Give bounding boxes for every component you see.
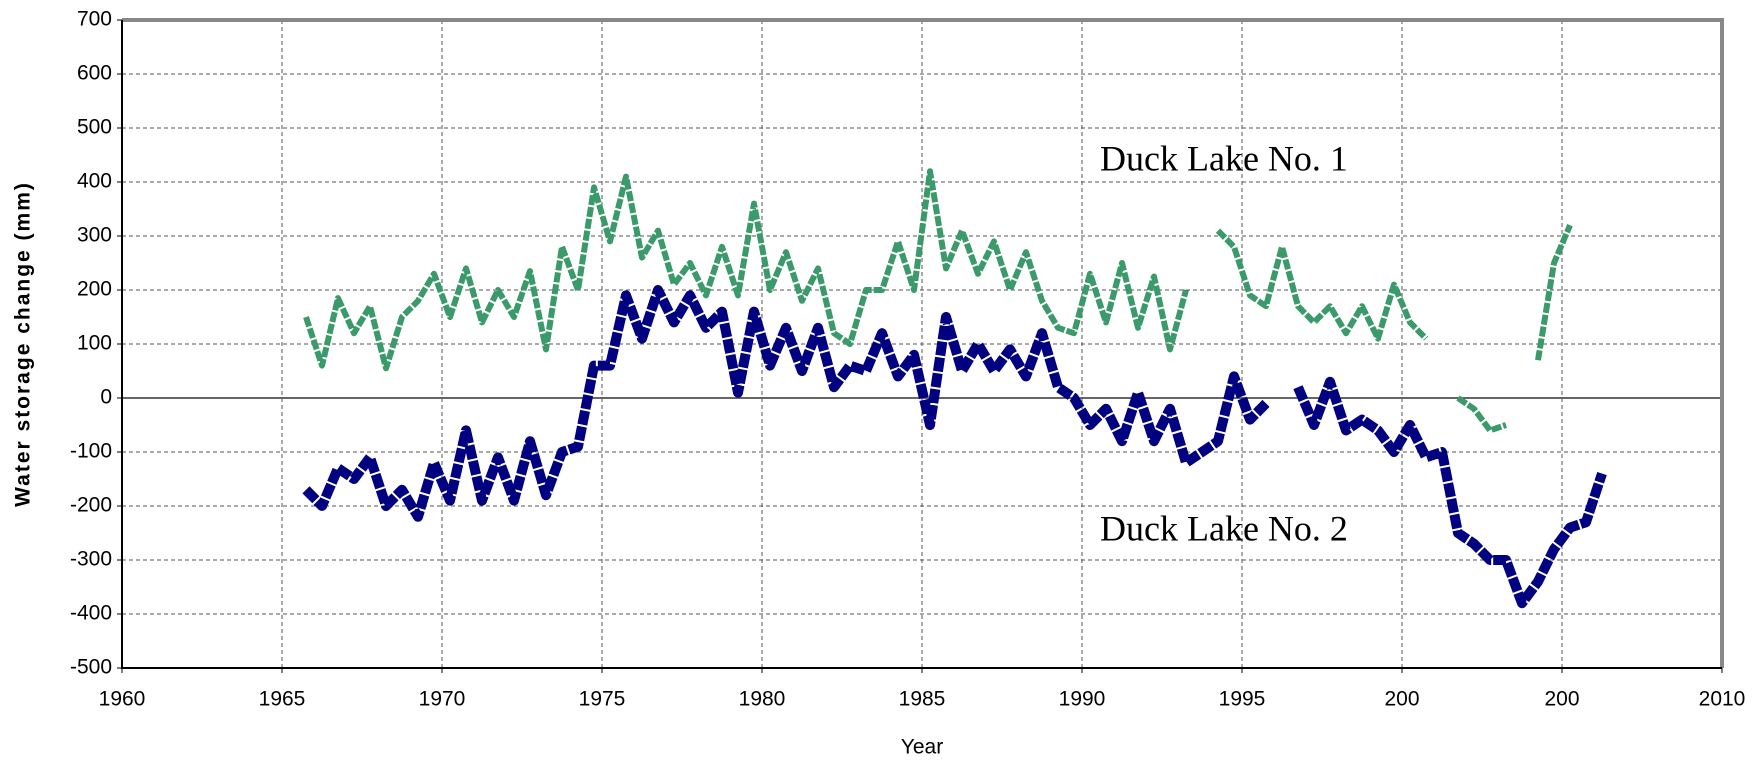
- series-line: [302, 285, 1607, 609]
- series-line: [303, 168, 1573, 434]
- y-tick-label: -100: [70, 440, 112, 463]
- x-tick-label: 1975: [579, 688, 626, 711]
- annotation: Duck Lake No. 2: [1100, 508, 1348, 548]
- y-tick-label: 200: [77, 278, 112, 301]
- axis-line: [121, 20, 1722, 669]
- x-tick-label: 1990: [1059, 688, 1106, 711]
- y-tick-label: 100: [77, 332, 112, 355]
- y-tick-label: 600: [77, 62, 112, 85]
- y-tick-label: 400: [77, 170, 112, 193]
- x-axis-label: Year: [901, 736, 943, 759]
- y-tick-label: -200: [70, 494, 112, 517]
- x-tick-label: 2010: [1699, 688, 1746, 711]
- plot-frame: [122, 18, 1724, 668]
- x-tick-label: 1960: [99, 688, 146, 711]
- x-tick-label: 200: [1544, 688, 1579, 711]
- y-tick-label: 300: [77, 224, 112, 247]
- y-tick-label: -400: [70, 602, 112, 625]
- y-tick-label: 700: [77, 8, 112, 31]
- x-tick-label: 200: [1384, 688, 1419, 711]
- y-tick-label: 0: [100, 386, 112, 409]
- y-tick-label: -300: [70, 548, 112, 571]
- x-tick-label: 1985: [899, 688, 946, 711]
- x-tick-label: 1995: [1219, 688, 1266, 711]
- x-tick-label: 1980: [739, 688, 786, 711]
- y-axis-label: Water storage change (mm): [12, 181, 35, 507]
- y-tick-label: -500: [70, 656, 112, 679]
- x-tick-label: 1965: [259, 688, 306, 711]
- annotation: Duck Lake No. 1: [1100, 138, 1348, 178]
- x-tick-label: 1970: [419, 688, 466, 711]
- y-tick-label: 500: [77, 116, 112, 139]
